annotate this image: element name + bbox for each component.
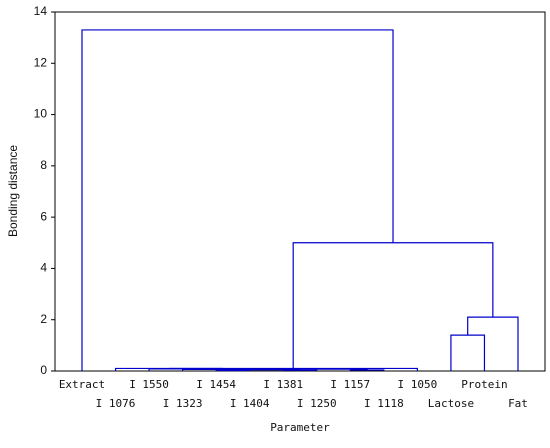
- dendrogram-link: [292, 242, 494, 369]
- x-axis-label: Parameter: [270, 421, 330, 434]
- y-tick-label: 0: [40, 363, 47, 377]
- y-tick-label: 10: [34, 107, 48, 121]
- x-tick-label: I 1323: [163, 397, 203, 410]
- x-tick-label: I 1157: [330, 378, 370, 391]
- dendrogram-link: [467, 316, 519, 371]
- y-tick-label: 4: [40, 261, 47, 275]
- dendrogram-link: [215, 369, 251, 372]
- y-tick-label: 12: [34, 55, 48, 69]
- y-tick-label: 14: [34, 4, 48, 18]
- x-tick-label: Fat: [508, 397, 528, 410]
- x-tick-label: Protein: [461, 378, 507, 391]
- x-tick-label: I 1076: [96, 397, 136, 410]
- x-tick-label: I 1250: [297, 397, 337, 410]
- x-tick-label: I 1118: [364, 397, 404, 410]
- dendrogram-link: [81, 29, 394, 371]
- y-tick-label: 6: [40, 209, 47, 223]
- plot-frame: [54, 11, 546, 372]
- x-tick-label: I 1404: [230, 397, 270, 410]
- x-tick-label: Extract: [59, 378, 105, 391]
- y-tick-label: 2: [40, 312, 47, 326]
- dendrogram-link: [168, 367, 418, 371]
- x-tick-label: I 1381: [263, 378, 303, 391]
- x-tick-label: Lactose: [428, 397, 474, 410]
- x-tick-label: I 1050: [398, 378, 438, 391]
- x-tick-label: I 1454: [196, 378, 236, 391]
- dendrogram-link: [450, 334, 486, 371]
- y-axis-label: Bonding distance: [6, 145, 20, 237]
- y-tick-label: 8: [40, 158, 47, 172]
- x-tick-label: I 1550: [129, 378, 169, 391]
